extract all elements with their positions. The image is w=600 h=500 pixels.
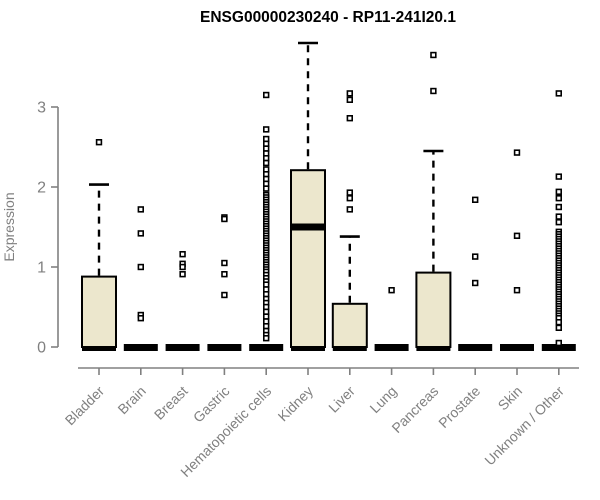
outlier-point <box>471 279 479 287</box>
outlier-point <box>262 185 270 192</box>
outlier-point <box>346 115 353 122</box>
zero-median-bar <box>207 344 242 351</box>
outlier-point <box>555 90 563 97</box>
x-category-label: Skin <box>495 383 526 414</box>
outlier-point <box>95 139 103 146</box>
outlier-point <box>179 263 186 271</box>
outlier-point <box>262 91 270 99</box>
outlier-point <box>555 195 563 202</box>
zero-median-bar <box>541 344 576 351</box>
outlier-point <box>137 206 144 213</box>
outlier-point <box>471 253 479 260</box>
boxplot-skin <box>500 149 534 351</box>
y-axis: 0 1 2 3 <box>37 100 59 357</box>
outlier-point <box>555 203 563 211</box>
boxplot-liver <box>331 90 368 351</box>
x-category-label: Kidney <box>275 383 317 425</box>
iqr-box <box>290 169 326 348</box>
outlier-point <box>430 87 437 95</box>
plot-area <box>81 41 576 351</box>
outlier-point <box>137 314 144 322</box>
outlier-point <box>137 230 144 237</box>
boxplot-bladder <box>81 139 117 351</box>
zero-median-bar <box>374 344 409 351</box>
outlier-point <box>555 213 563 220</box>
outlier-point <box>555 219 563 226</box>
outlier-point <box>262 334 270 342</box>
zero-median-bar <box>249 344 284 351</box>
x-category-label: Brain <box>114 383 148 417</box>
x-category-label: Bladder <box>62 383 108 429</box>
outlier-point <box>221 215 228 223</box>
zero-median-bar <box>500 344 534 351</box>
outlier-point <box>388 286 395 294</box>
outlier-point <box>262 126 270 133</box>
zero-median-bar <box>123 344 158 351</box>
y-tick-label: 3 <box>37 100 46 117</box>
outlier-point <box>471 196 479 203</box>
iqr-box <box>81 275 117 349</box>
outlier-point <box>513 286 521 294</box>
zero-median-bar <box>165 344 200 351</box>
outlier-point <box>221 259 228 267</box>
y-tick-label: 0 <box>37 340 46 357</box>
outlier-point <box>346 206 353 213</box>
iqr-box <box>415 271 452 349</box>
x-category-label: Breast <box>151 383 191 423</box>
median-bar <box>291 223 325 231</box>
chart-title: ENSG00000230240 - RP11-241I20.1 <box>200 9 456 26</box>
zero-median-bar <box>458 344 493 351</box>
x-category-label: Lung <box>366 383 399 416</box>
boxplot-unknown-other <box>541 90 576 351</box>
boxplot-breast <box>165 251 200 351</box>
outlier-point <box>346 96 353 104</box>
outlier-point <box>346 90 353 97</box>
x-category-label: Liver <box>325 383 358 416</box>
boxplot-pancreas <box>415 51 452 351</box>
y-tick-label: 2 <box>37 180 46 197</box>
outlier-point <box>221 291 228 299</box>
x-category-label: Unknown / Other <box>481 383 567 469</box>
y-axis-title: Expression <box>1 192 17 261</box>
iqr-box <box>331 302 368 348</box>
boxplot-kidney <box>290 41 326 351</box>
boxplot-lung <box>374 286 409 351</box>
outlier-point <box>555 324 563 331</box>
outlier-point <box>555 318 563 326</box>
x-category-label: Prostate <box>435 383 483 431</box>
outlier-point <box>179 251 186 258</box>
outlier-point <box>513 149 521 156</box>
outlier-point <box>555 173 563 180</box>
boxplot-gastric <box>207 214 242 351</box>
boxplot-brain <box>123 206 158 351</box>
boxplot-prostate <box>458 196 493 351</box>
outlier-point <box>221 270 228 278</box>
outlier-point <box>555 339 563 347</box>
outlier-point <box>137 263 144 271</box>
outlier-point <box>430 51 437 59</box>
outlier-point <box>346 195 353 202</box>
outlier-point <box>179 270 186 278</box>
y-tick-label: 1 <box>37 260 46 277</box>
outlier-point <box>555 188 563 195</box>
outlier-point <box>346 189 353 196</box>
outlier-point <box>262 159 270 167</box>
boxplot-hematopoietic-cells <box>249 91 284 351</box>
outlier-point <box>513 232 521 239</box>
